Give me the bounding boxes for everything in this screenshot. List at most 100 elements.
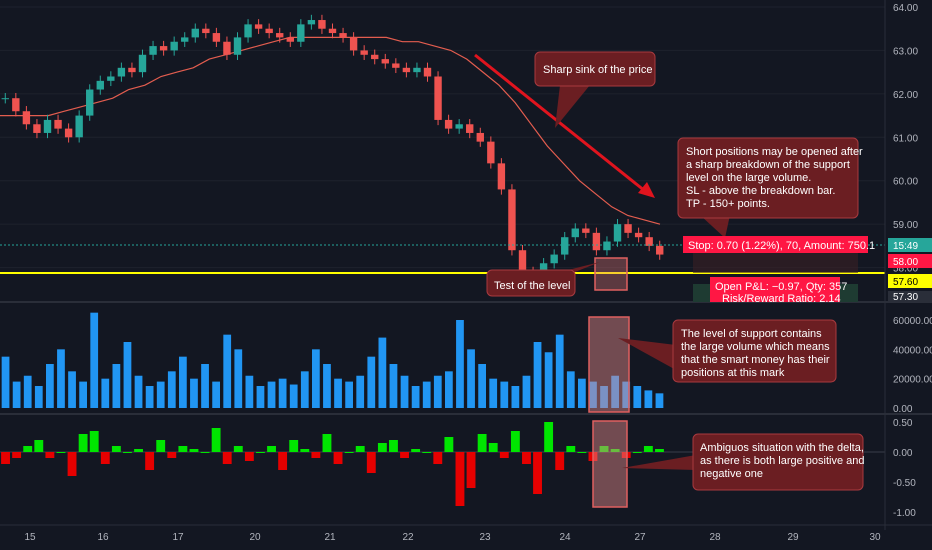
delta-callout: Ambiguos situation with the delta, as th…	[622, 433, 865, 491]
delta-bar	[455, 452, 465, 506]
delta-tick-label: 0.50	[893, 418, 913, 429]
price-tick-label: 60.00	[893, 177, 918, 188]
volume-bar	[145, 386, 154, 408]
delta-bar	[123, 452, 132, 453]
candle-body	[624, 224, 632, 233]
delta-callout-line-1: Ambiguos situation with the delta,	[700, 442, 864, 454]
pnl-info-label: Open P&L: −0.97, Qty: 357 Risk/Reward Ra…	[710, 277, 847, 305]
volume-bar	[223, 334, 232, 408]
delta-bar	[78, 434, 88, 452]
volume-bar	[467, 349, 475, 408]
delta-bar	[599, 446, 609, 452]
volume-bar	[101, 378, 110, 408]
volume-axis: 60000.00 40000.00 20000.00 0.00	[893, 316, 932, 415]
candle-body	[571, 228, 579, 238]
candles-layer	[1, 14, 664, 282]
volume-callout-line-3: that the smart money has their	[681, 354, 830, 366]
candle-body	[202, 28, 210, 34]
stop-info-label: Stop: 0.70 (1.22%), 70, Amount: 750.1	[683, 236, 875, 253]
delta-bar	[156, 440, 166, 452]
delta-bar	[533, 452, 542, 494]
candle-body	[12, 98, 20, 112]
candle-body	[656, 245, 664, 255]
candle-body	[233, 37, 242, 55]
delta-pane	[0, 422, 885, 506]
volume-bar	[444, 371, 453, 408]
candle-body	[212, 33, 221, 42]
volume-bar	[156, 381, 165, 408]
delta-callout-line-3: negative one	[700, 468, 763, 480]
time-tick-label: 16	[97, 532, 109, 543]
volume-bar	[12, 381, 21, 408]
candle-body	[181, 37, 189, 42]
sink-arrow	[474, 53, 651, 197]
volume-callout-line-2: the large volume which means	[681, 341, 830, 353]
delta-bar	[1, 452, 10, 464]
price-tick-label: 62.00	[893, 90, 918, 101]
sink-callout-pointer	[555, 85, 590, 128]
short-callout-line-4: SL - above the breakdown bar.	[686, 185, 835, 197]
volume-bar	[544, 352, 553, 408]
candle-body	[138, 54, 147, 73]
volume-bar	[345, 381, 354, 408]
candle-body	[328, 28, 337, 34]
delta-bar	[100, 452, 110, 464]
test-callout-text: Test of the level	[494, 280, 570, 292]
delta-bar	[167, 452, 177, 458]
stop-price-tag	[888, 254, 932, 268]
delta-bar	[34, 440, 44, 452]
bottom-price-tag-text: 57.30	[893, 292, 918, 303]
volume-bar	[323, 364, 331, 408]
volume-tick-label: 20000.00	[893, 375, 932, 386]
volume-bar	[533, 342, 542, 408]
volume-bar	[190, 378, 198, 408]
time-axis: 15 16 17 20 21 22 23 24 27 28 29 30	[0, 524, 932, 543]
time-tick-label: 17	[172, 532, 184, 543]
moving-average-line	[0, 36, 661, 225]
test-level-highlight	[594, 257, 628, 291]
volume-bar	[79, 381, 88, 408]
support-price-tag	[888, 274, 932, 288]
delta-tick-label: -1.00	[893, 508, 916, 519]
volume-tick-label: 40000.00	[893, 345, 932, 356]
candle-body	[613, 224, 622, 242]
delta-bar	[311, 452, 321, 458]
candle-body	[276, 33, 284, 38]
delta-bar	[566, 446, 576, 452]
delta-bar	[522, 452, 531, 464]
delta-bar	[256, 452, 265, 453]
volume-bar	[23, 375, 32, 408]
candle-body	[43, 119, 52, 133]
delta-bar	[222, 452, 232, 464]
volume-bar	[611, 375, 620, 408]
volume-callout: The level of support contains the large …	[618, 319, 837, 383]
volume-bar	[45, 364, 54, 408]
sink-callout: Sharp sink of the price	[534, 51, 656, 128]
delta-callout-pointer	[622, 455, 696, 470]
time-tick-label: 21	[324, 532, 336, 543]
short-callout-line-3: level on the large volume.	[686, 172, 811, 184]
candle-body	[339, 33, 347, 38]
volume-bar	[123, 342, 132, 408]
candle-body	[402, 67, 411, 73]
delta-bar	[366, 452, 376, 473]
volume-callout-line-1: The level of support contains	[681, 328, 822, 340]
candle-body	[423, 67, 432, 77]
delta-bar	[510, 431, 520, 452]
volume-bar	[267, 381, 276, 408]
delta-callout-line-2: as there is both large positive and	[700, 455, 865, 467]
candle-body	[497, 163, 506, 190]
stop-info-text: Stop: 0.70 (1.22%), 70, Amount: 750.1	[688, 240, 875, 252]
price-tick-label: 63.00	[893, 46, 918, 57]
test-callout: Test of the level	[486, 262, 600, 297]
volume-bar	[234, 349, 243, 408]
volume-bar	[212, 381, 221, 408]
volume-pane	[1, 312, 664, 408]
volume-callout-line-4: positions at this mark	[681, 367, 785, 379]
delta-bar	[643, 446, 653, 452]
candle-body	[476, 132, 484, 142]
sink-callout-text: Sharp sink of the price	[543, 64, 652, 76]
candle-body	[645, 237, 653, 246]
sink-callout-box	[534, 51, 656, 87]
